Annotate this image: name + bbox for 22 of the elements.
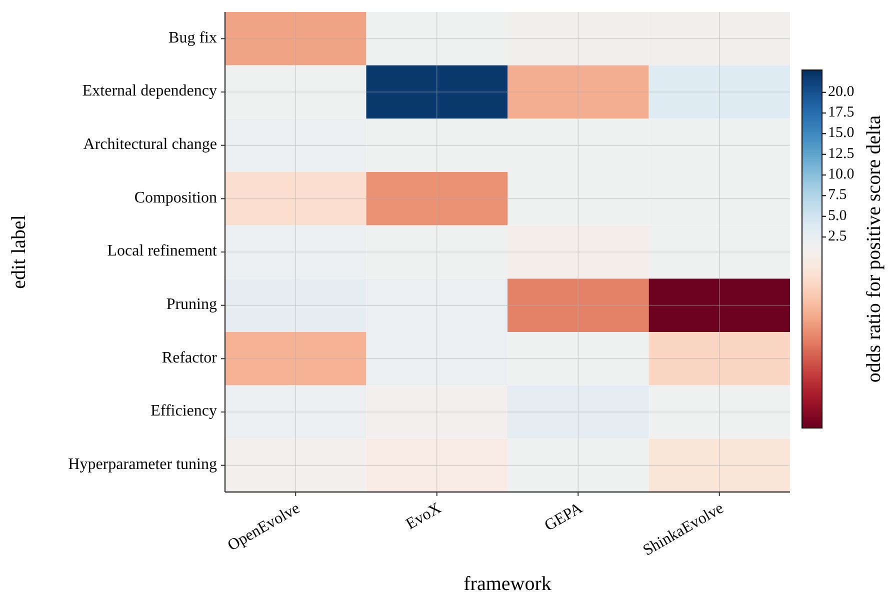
y-tick-label: External dependency bbox=[82, 82, 217, 100]
color-bar-label: 17.5 bbox=[828, 104, 854, 120]
y-tick-label: Pruning bbox=[166, 296, 217, 314]
color-bar-label: 20.0 bbox=[828, 84, 854, 100]
x-tick-label: GEPA bbox=[542, 500, 586, 535]
y-axis-title: edit label bbox=[8, 214, 30, 289]
x-tick-label: EvoX bbox=[403, 500, 444, 534]
y-tick-label: Efficiency bbox=[150, 402, 217, 420]
y-tick-label: Refactor bbox=[162, 349, 218, 366]
color-bar-label: 15.0 bbox=[828, 125, 854, 142]
color-bar-label: 10.0 bbox=[828, 166, 854, 182]
color-bar-label: 12.5 bbox=[828, 146, 854, 162]
color-bar-title: odds ratio for positive score delta bbox=[863, 115, 885, 383]
y-tick-label: Composition bbox=[134, 189, 217, 206]
x-axis-title: framework bbox=[464, 573, 552, 595]
y-tick-label: Architectural change bbox=[83, 136, 217, 154]
y-tick-label: Local refinement bbox=[107, 242, 218, 260]
color-bar-label: 5.0 bbox=[828, 208, 847, 224]
color-bar-label: 2.5 bbox=[828, 228, 847, 244]
y-tick-label: Hyperparameter tuning bbox=[68, 456, 217, 474]
y-tick-label: Bug fix bbox=[168, 29, 217, 46]
color-bar-label: 7.5 bbox=[828, 187, 847, 204]
